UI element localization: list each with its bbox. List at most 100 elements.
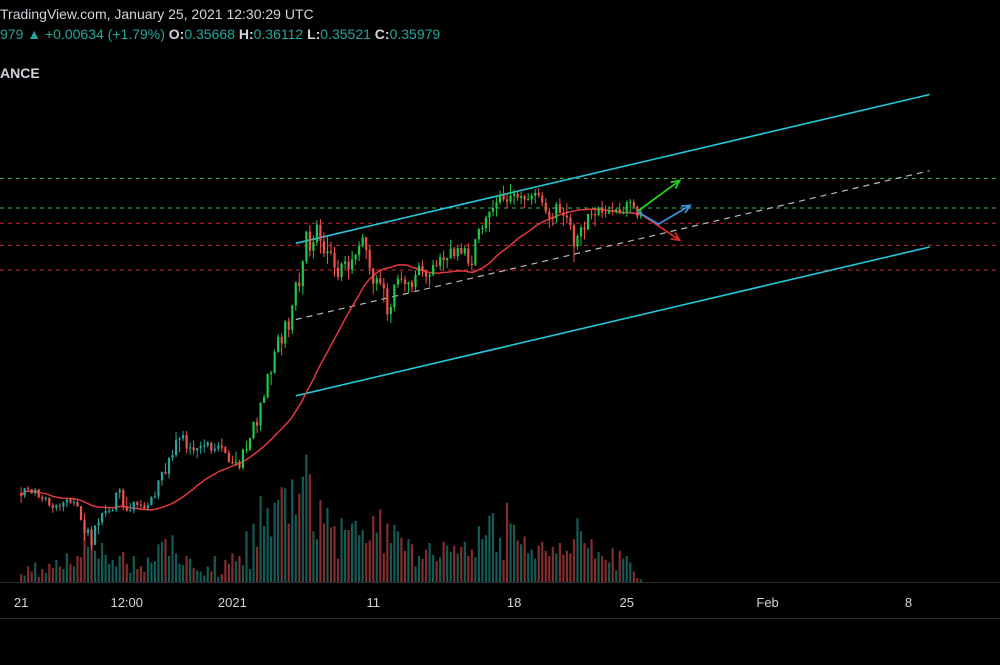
candle — [259, 402, 262, 432]
candle — [118, 488, 121, 499]
candle — [189, 442, 192, 455]
volume-bar — [312, 531, 315, 582]
candle-body — [136, 502, 139, 505]
volume-bar — [534, 558, 537, 582]
candle — [368, 245, 371, 275]
candle — [178, 436, 181, 453]
candle-body — [396, 278, 399, 285]
change-arrow-icon: ▲ — [27, 26, 42, 42]
candle — [220, 438, 223, 452]
candle-body — [203, 445, 206, 447]
candle-body — [372, 268, 375, 284]
volume-bar — [379, 509, 382, 582]
price-change: +0.00634 (+1.79%) — [45, 26, 165, 42]
volume-bar — [417, 556, 421, 582]
volume-bar — [41, 569, 44, 582]
candle — [139, 499, 142, 509]
candle-body — [424, 271, 428, 277]
candle — [27, 486, 30, 492]
candle — [157, 479, 160, 500]
candle-body — [593, 214, 597, 216]
projection-arrows — [636, 179, 692, 242]
volume-bar — [322, 523, 326, 582]
volume-bar — [432, 554, 435, 582]
volume-bar — [23, 575, 26, 582]
candle-body — [259, 402, 262, 426]
candle — [93, 525, 97, 545]
candle — [132, 501, 135, 514]
candle-body — [153, 496, 157, 498]
candle — [439, 253, 442, 270]
volume-bar — [636, 578, 639, 582]
volume-bar — [122, 552, 125, 582]
candle-body — [446, 258, 449, 261]
candle-body — [379, 278, 382, 284]
close-value: 0.35979 — [389, 26, 441, 42]
candle-body — [340, 263, 343, 278]
candle — [30, 488, 33, 494]
candle-body — [512, 193, 516, 196]
volume-bar — [164, 539, 167, 582]
volume-bar — [358, 535, 361, 582]
candle — [382, 277, 385, 303]
candle — [558, 198, 561, 214]
volume-bar — [259, 496, 262, 582]
candle — [79, 506, 83, 521]
candle — [101, 512, 104, 526]
candle-body — [544, 202, 547, 212]
candle-body — [111, 509, 114, 511]
candle-body — [354, 254, 357, 260]
volume-bar — [572, 539, 576, 582]
candle-body — [287, 321, 290, 330]
candle — [604, 205, 607, 218]
volume-bar — [51, 567, 54, 582]
candle-body — [333, 252, 336, 268]
candle-body — [505, 199, 509, 202]
candle — [146, 502, 149, 511]
time-tick-label: 11 — [366, 595, 380, 610]
candle — [213, 443, 216, 453]
candle — [336, 259, 340, 281]
volume-bar — [72, 566, 76, 582]
volume-bar — [146, 557, 149, 582]
candle — [210, 442, 213, 455]
low-label: L: — [307, 26, 321, 42]
volume-bar — [157, 544, 160, 582]
candle — [403, 275, 407, 292]
candle — [291, 304, 294, 335]
candle — [174, 431, 178, 458]
time-axis[interactable] — [0, 582, 1000, 619]
candle-body — [417, 266, 421, 275]
candle — [129, 502, 132, 513]
volume-bar — [488, 515, 491, 582]
candle — [498, 190, 502, 205]
volume-bar — [498, 537, 502, 582]
volume-bar — [622, 558, 625, 582]
candle — [481, 224, 484, 235]
volume-bar — [477, 526, 480, 582]
time-tick-label: 18 — [506, 595, 522, 610]
volume-bar — [171, 535, 174, 582]
candle-body — [562, 212, 565, 216]
candle — [301, 260, 304, 295]
volume-bar — [541, 541, 544, 582]
volume-bar — [206, 566, 209, 582]
volume-bar — [185, 556, 188, 582]
high-value: 0.36112 — [253, 26, 304, 42]
candle-body — [122, 489, 125, 507]
candle — [414, 270, 417, 292]
candle — [153, 491, 157, 499]
volume-bar — [192, 567, 195, 582]
candle — [491, 200, 495, 217]
volume-bar — [217, 576, 220, 582]
volume-bar — [101, 543, 104, 582]
candle — [319, 219, 322, 254]
candle — [315, 220, 318, 247]
candle-body — [611, 210, 614, 212]
volume-bar — [34, 562, 37, 582]
candle — [597, 206, 600, 217]
candle-body — [69, 499, 72, 503]
volume-bar — [174, 553, 178, 582]
volume-bar — [361, 530, 364, 582]
